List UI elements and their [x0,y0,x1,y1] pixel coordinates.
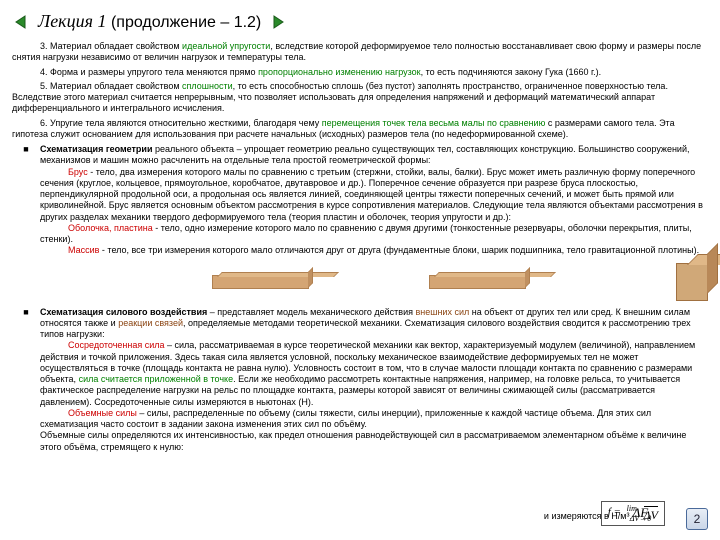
para-6: 6. Упругие тела являются относительно же… [12,118,708,141]
title-prefix: Лекция 1 [38,11,111,31]
para-5: 5. Материал обладает свойством сплошност… [12,81,708,115]
cube-diagram [676,263,708,301]
para-3: 3. Материал обладает свойством идеальной… [12,41,708,64]
bullet-1: Схематизация геометрии реального объекта… [40,144,708,257]
page-title: Лекция 1 (продолжение – 1.2) [38,10,261,33]
title-paren: (продолжение – 1.2) [111,14,261,31]
bar-diagram-2 [429,275,526,289]
para-4: 4. Форма и размеры упругого тела меняютс… [12,67,708,78]
prev-button[interactable] [12,13,30,31]
bullet-icon-2: ■ [12,307,40,453]
bar-diagram [212,275,309,289]
diagrams-row [212,263,708,301]
bullet-2: Схематизация силового воздействия – пред… [40,307,708,453]
next-button[interactable] [269,13,287,31]
page-number: 2 [686,508,708,530]
units-text: и измеряются в Н/м³. [544,511,632,522]
bullet-icon: ■ [12,144,40,257]
